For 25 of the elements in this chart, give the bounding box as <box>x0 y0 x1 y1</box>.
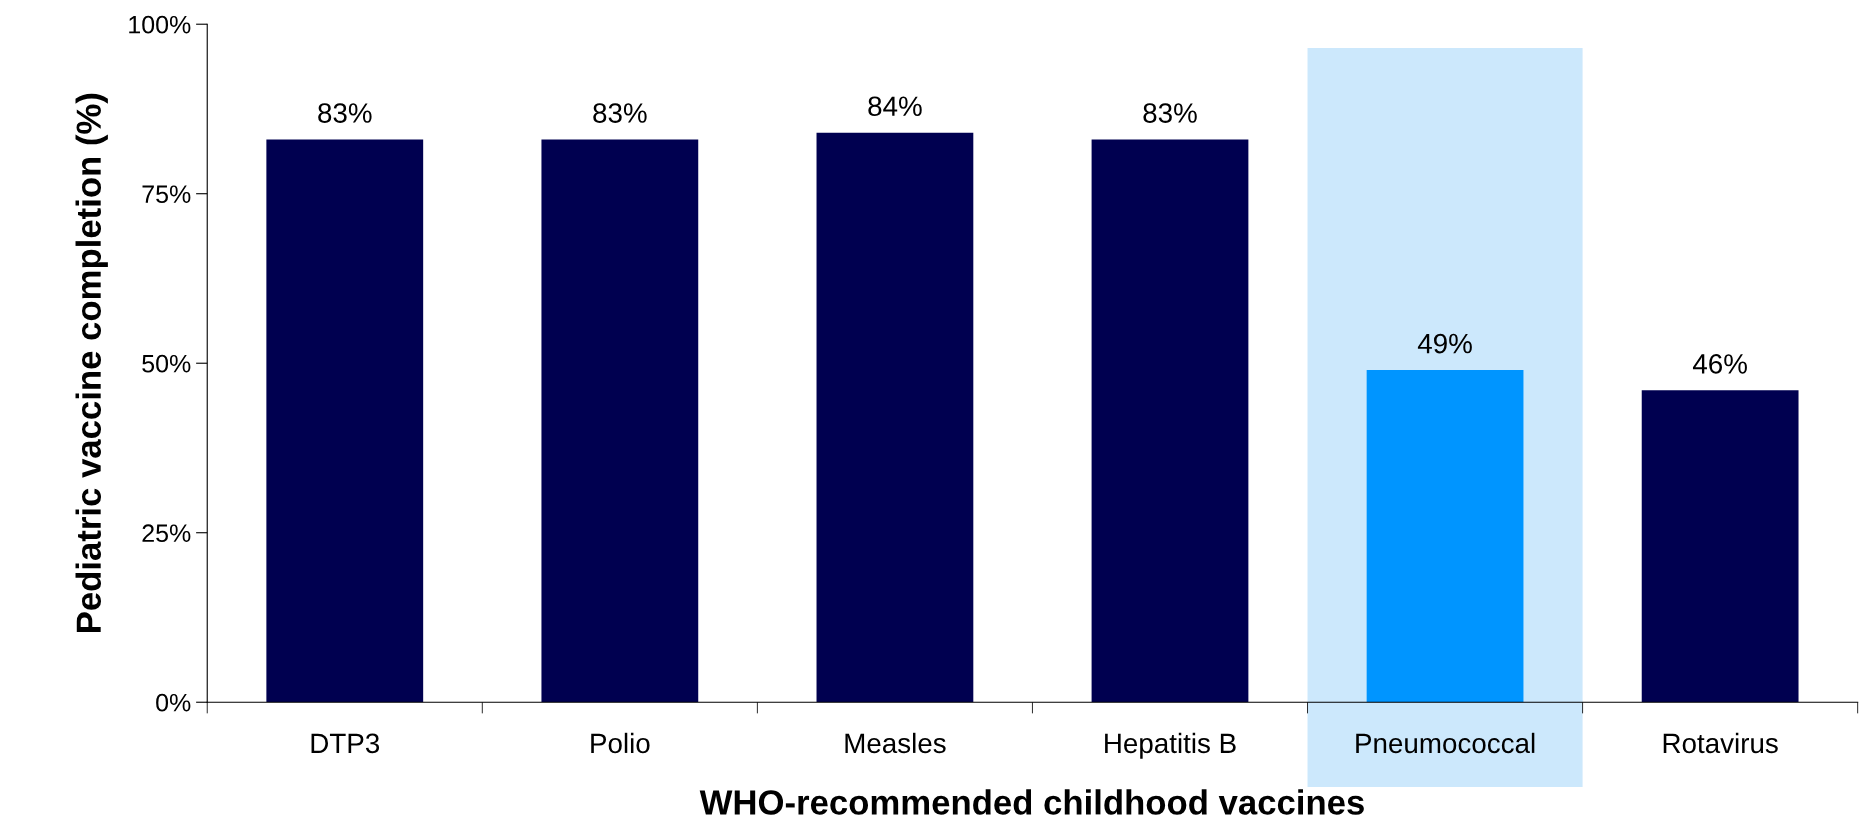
bar <box>1366 370 1524 703</box>
data-label: 49% <box>1417 333 1472 354</box>
bar <box>266 139 424 703</box>
data-label: 83% <box>1143 103 1197 123</box>
y-tick-label: 50% <box>142 354 191 373</box>
y-tick-label: 0% <box>156 693 191 712</box>
x-tick-label: Hepatitis B <box>1105 732 1236 759</box>
x-tick-label: Rotavirus <box>1663 732 1778 754</box>
x-tick-label: DTP3 <box>311 733 380 754</box>
x-axis-title: WHO-recommended childhood vaccines <box>699 789 1364 815</box>
bar <box>816 132 974 703</box>
x-tick-label: Measles <box>845 732 946 754</box>
y-tick-label: 25% <box>142 524 191 543</box>
x-tick-label: Pneumococcal <box>1356 732 1535 754</box>
data-label: 46% <box>1692 354 1747 374</box>
data-label: 83% <box>318 103 372 123</box>
bar <box>1091 139 1249 703</box>
x-tick-label: Polio <box>591 732 650 754</box>
bar <box>541 139 699 703</box>
y-tick-label: 100% <box>129 15 191 34</box>
y-axis-title: Pediatric vaccine completion (%) <box>75 93 108 632</box>
data-label: 84% <box>868 96 922 117</box>
bar <box>1641 390 1799 703</box>
data-label: 83% <box>593 103 647 123</box>
y-tick-label: 75% <box>142 185 191 204</box>
